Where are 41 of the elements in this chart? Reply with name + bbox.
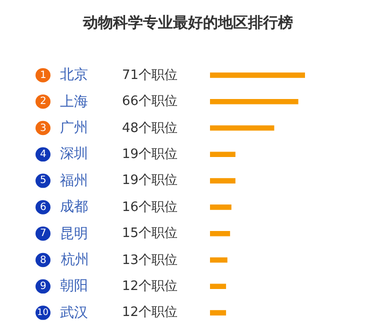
text: 5 bbox=[40, 175, 46, 186]
text: 1 bbox=[40, 70, 46, 81]
bar bbox=[210, 257, 228, 263]
text: 10 bbox=[37, 308, 49, 318]
bar bbox=[210, 284, 226, 290]
bar bbox=[210, 230, 230, 236]
y-tick-label: 杭州 bbox=[60, 252, 89, 268]
chart-title: 动物科学专业最好的地区排行榜 bbox=[82, 13, 293, 32]
y-tick-label: 昆明 bbox=[60, 226, 88, 242]
text: 2 bbox=[40, 96, 46, 107]
data-label: 12个职位 bbox=[122, 305, 178, 320]
data-label: 71个职位 bbox=[122, 68, 178, 83]
bar bbox=[210, 72, 305, 78]
bar bbox=[210, 204, 232, 210]
data-label: 16个职位 bbox=[122, 200, 178, 215]
text: 3 bbox=[40, 123, 46, 134]
y-tick-label: 武汉 bbox=[60, 305, 88, 321]
bar bbox=[210, 152, 236, 158]
data-label: 48个职位 bbox=[122, 121, 178, 136]
data-label: 19个职位 bbox=[122, 147, 178, 162]
text: 4 bbox=[40, 149, 46, 160]
data-label: 66个职位 bbox=[122, 94, 178, 109]
text: 8 bbox=[40, 255, 46, 266]
y-tick-label: 朝阳 bbox=[60, 278, 88, 294]
text: 6 bbox=[40, 202, 46, 213]
text: 7 bbox=[40, 228, 46, 239]
bar bbox=[210, 98, 298, 104]
y-tick-label: 广州 bbox=[60, 120, 88, 136]
data-label: 15个职位 bbox=[122, 226, 178, 241]
bar bbox=[210, 178, 236, 184]
y-tick-label: 北京 bbox=[60, 67, 88, 83]
data-label: 19个职位 bbox=[122, 173, 178, 188]
y-tick-label: 成都 bbox=[60, 199, 88, 215]
bar bbox=[210, 125, 274, 131]
bar bbox=[210, 310, 226, 316]
text: 9 bbox=[40, 281, 46, 292]
data-label: 12个职位 bbox=[122, 279, 178, 294]
y-tick-label: 上海 bbox=[60, 94, 88, 110]
y-tick-label: 深圳 bbox=[60, 146, 88, 162]
data-label: 13个职位 bbox=[122, 253, 178, 268]
y-tick-label: 福州 bbox=[60, 173, 88, 189]
